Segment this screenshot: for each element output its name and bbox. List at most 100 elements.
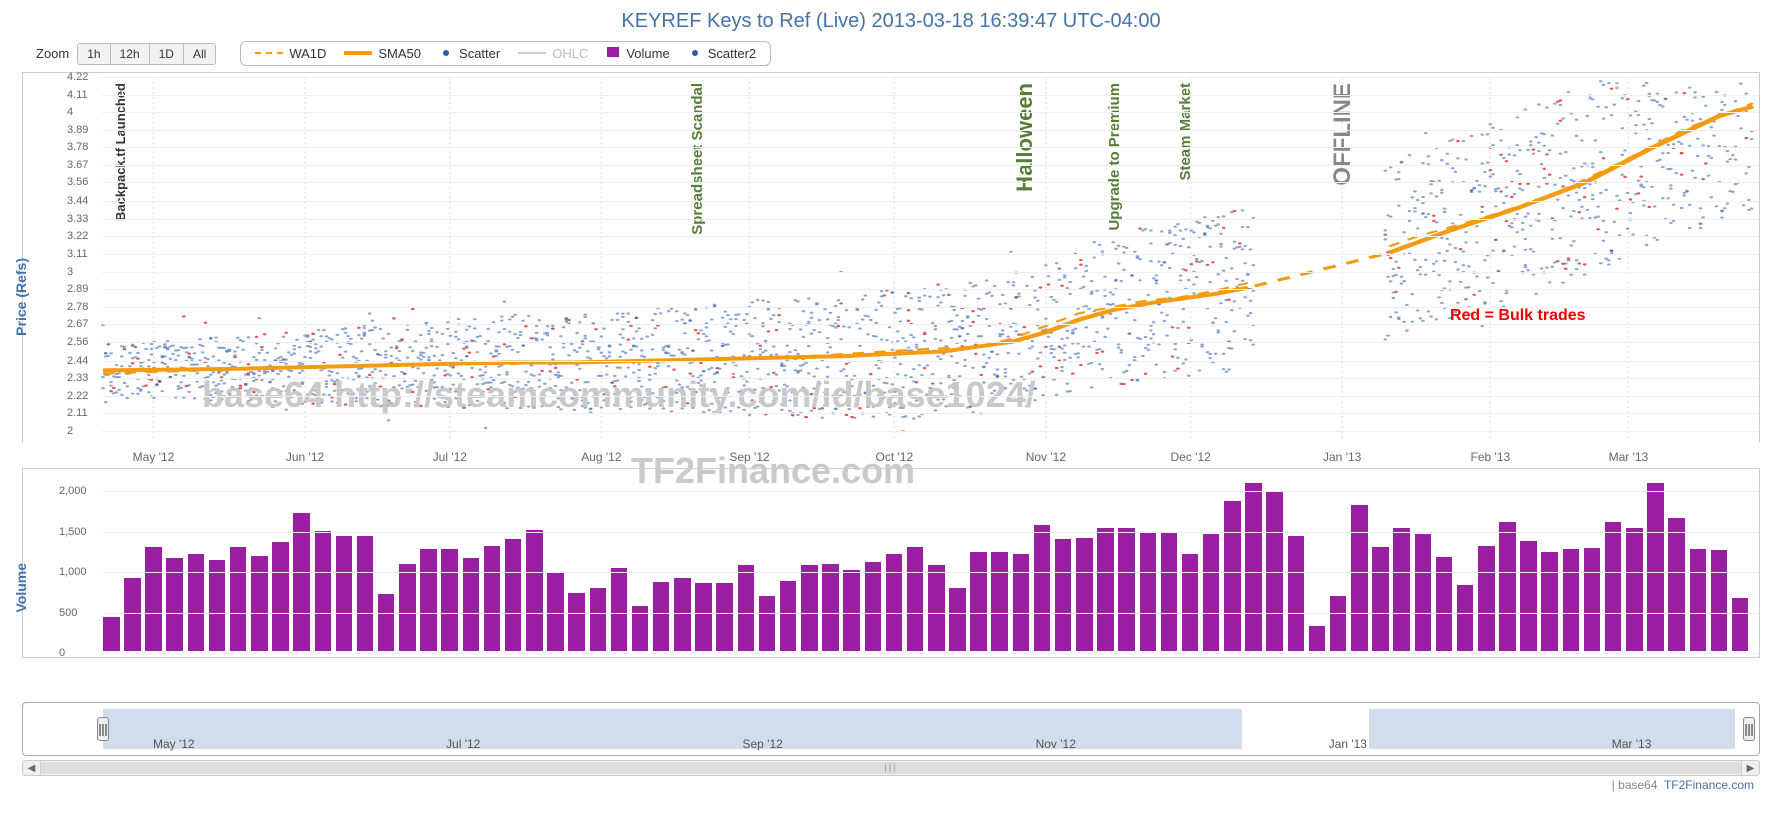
zoom-1d-button[interactable]: 1D [150,44,184,64]
volume-bar[interactable] [1055,539,1072,651]
volume-bar[interactable] [1013,554,1030,651]
volume-bar[interactable] [547,572,564,651]
volume-bar[interactable] [526,530,543,651]
legend-scatter[interactable]: Scatter [439,46,500,61]
legend-ohlc[interactable]: OHLC [518,46,588,61]
annotation: OFFLINE [1329,83,1357,186]
volume-bar[interactable] [1161,533,1178,651]
x-tick: Aug '12 [581,450,621,464]
volume-bar[interactable] [484,546,501,651]
volume-bar[interactable] [315,531,332,651]
volume-bar[interactable] [865,562,882,651]
volume-bar[interactable] [1097,528,1114,651]
volume-bar[interactable] [505,539,522,651]
volume-bar[interactable] [1711,550,1728,651]
volume-bar[interactable] [188,554,205,651]
volume-bar[interactable] [145,547,162,651]
zoom-all-button[interactable]: All [184,44,215,64]
volume-bar[interactable] [1668,518,1685,651]
volume-bar[interactable] [568,593,585,651]
zoom-12h-button[interactable]: 12h [111,44,150,64]
volume-bar[interactable] [1309,626,1326,651]
volume-bar[interactable] [1203,534,1220,651]
volume-bar[interactable] [928,565,945,651]
volume-bar[interactable] [1415,534,1432,651]
volume-bar[interactable] [1351,505,1368,651]
horizontal-scrollbar[interactable]: ◀ ||| ▶ [22,760,1760,776]
volume-bar[interactable] [441,549,458,651]
volume-bar[interactable] [801,565,818,651]
volume-chart[interactable]: Volume 05001,0001,5002,000 [22,468,1760,658]
volume-bar[interactable] [399,564,416,651]
zoom-1h-button[interactable]: 1h [78,44,110,64]
volume-bar[interactable] [759,596,776,651]
volume-bar[interactable] [590,588,607,651]
volume-bar[interactable] [949,588,966,651]
legend-volume[interactable]: Volume [606,46,669,61]
volume-bar[interactable] [1245,483,1262,651]
volume-bar[interactable] [1266,491,1283,651]
volume-bar[interactable] [124,578,141,651]
legend-wa1d[interactable]: WA1D [255,46,326,61]
volume-bar[interactable] [1584,548,1601,651]
volume-bar[interactable] [611,568,628,651]
volume-bar[interactable] [1034,525,1051,651]
volume-bar[interactable] [1626,528,1643,651]
volume-bar[interactable] [1605,522,1622,651]
volume-bar[interactable] [1563,549,1580,651]
volume-bar[interactable] [738,565,755,651]
volume-bar[interactable] [336,536,353,651]
volume-bar[interactable] [1288,536,1305,651]
volume-bar[interactable] [209,560,226,651]
volume-bar[interactable] [103,617,120,651]
nav-tick: Sep '12 [742,737,782,751]
volume-bar[interactable] [907,547,924,651]
price-chart[interactable]: Price (Refs) Backpack.tf LaunchedSpreads… [22,72,1760,442]
volume-bar[interactable] [1478,546,1495,651]
legend-scatter2[interactable]: Scatter2 [688,46,756,61]
volume-bar[interactable] [1182,554,1199,651]
volume-bar[interactable] [1224,501,1241,651]
toolbar: Zoom 1h12h1DAll WA1DSMA50ScatterOHLCVolu… [0,37,1782,72]
volume-bar[interactable] [1647,483,1664,651]
volume-bar[interactable] [1541,552,1558,651]
volume-bar[interactable] [653,582,670,651]
nav-handle-left[interactable] [97,717,109,741]
volume-bar[interactable] [1330,596,1347,651]
volume-bar[interactable] [1118,528,1135,651]
scroll-thumb[interactable]: ||| [41,762,1741,774]
volume-bar[interactable] [1393,528,1410,651]
volume-bar[interactable] [1076,538,1093,651]
volume-bar[interactable] [1520,541,1537,651]
volume-bar[interactable] [1457,585,1474,651]
volume-bar[interactable] [251,556,268,651]
volume-bar[interactable] [293,513,310,651]
volume-bar[interactable] [970,552,987,651]
volume-bar[interactable] [1732,598,1749,651]
volume-bar[interactable] [991,552,1008,651]
volume-bar[interactable] [1372,547,1389,651]
volume-bar[interactable] [822,564,839,651]
volume-bar[interactable] [357,536,374,651]
x-tick: Dec '12 [1170,450,1210,464]
volume-bar[interactable] [230,547,247,651]
volume-bar[interactable] [843,570,860,651]
volume-bar[interactable] [420,549,437,651]
navigator[interactable]: May '12Jul '12Sep '12Nov '12Jan '13Mar '… [22,702,1760,756]
volume-bar[interactable] [780,581,797,651]
volume-bar[interactable] [886,554,903,651]
scroll-left-arrow[interactable]: ◀ [23,761,41,775]
scroll-right-arrow[interactable]: ▶ [1741,761,1759,775]
volume-bar[interactable] [1140,533,1157,651]
annotation: Steam Market [1177,83,1194,181]
volume-bar[interactable] [716,583,733,651]
volume-bar[interactable] [1499,522,1516,651]
nav-handle-right[interactable] [1743,717,1755,741]
legend-sma50[interactable]: SMA50 [344,46,421,61]
volume-bar[interactable] [1690,549,1707,651]
volume-bar[interactable] [695,583,712,651]
footer-site-link[interactable]: TF2Finance.com [1664,778,1754,792]
volume-bar[interactable] [378,594,395,651]
volume-bar[interactable] [674,578,691,651]
volume-bar[interactable] [272,542,289,651]
